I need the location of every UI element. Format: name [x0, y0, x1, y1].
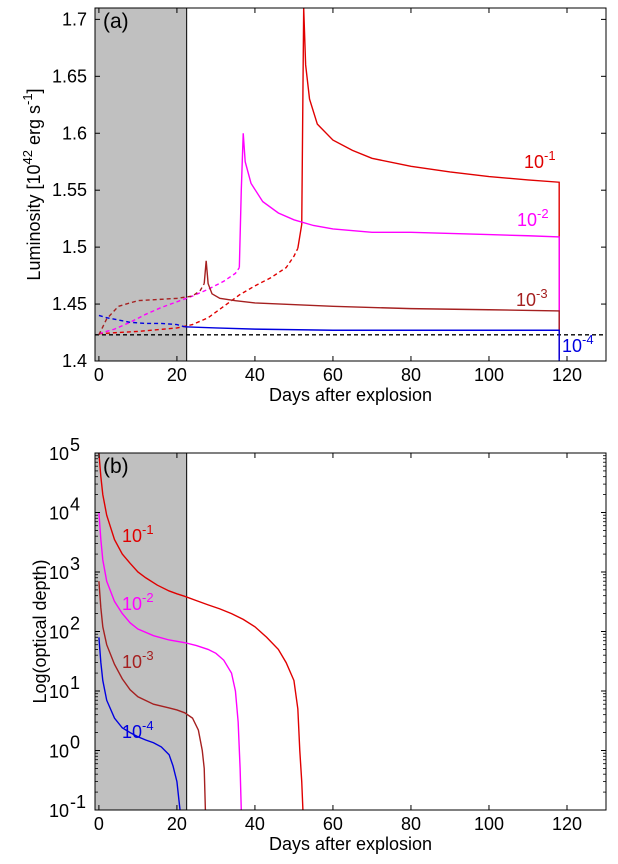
- y-tick-label: 10: [49, 742, 69, 762]
- x-axis-label: Days after explosion: [269, 834, 432, 854]
- series-1-label: 10-2: [517, 206, 549, 230]
- y-tick-exponent: 2: [70, 614, 80, 634]
- y-tick-exponent: 4: [70, 495, 80, 515]
- series-0-label: 10-1: [122, 522, 154, 546]
- series-2-line: [203, 260, 560, 359]
- y-axis-label: Log(optical depth): [30, 559, 50, 703]
- y-tick-label: 10: [49, 444, 69, 464]
- y-tick-exponent: -1: [70, 792, 86, 812]
- y-axis-label: Luminosity [1042 erg s-1]: [20, 88, 44, 280]
- x-tick-label: 60: [323, 814, 343, 834]
- x-tick-label: 20: [167, 365, 187, 385]
- y-tick-label: 1.45: [52, 294, 87, 314]
- series-0-line: [297, 8, 560, 359]
- x-tick-label: 20: [167, 814, 187, 834]
- data-lines: [95, 8, 606, 361]
- x-tick-label: 40: [245, 814, 265, 834]
- y-tick-exponent: 5: [70, 435, 80, 455]
- series-2-label: 10-3: [516, 286, 548, 310]
- data-lines: [98, 453, 304, 810]
- y-tick-label: 1.6: [62, 123, 87, 143]
- x-tick-label: 80: [401, 814, 421, 834]
- y-tick-exponent: 3: [70, 554, 80, 574]
- axes-frame: [94, 7, 607, 362]
- x-tick-label: 120: [552, 814, 582, 834]
- y-tick-label: 1.55: [52, 180, 87, 200]
- y-tick-exponent: 0: [70, 733, 80, 753]
- series-3-label: 10-4: [122, 718, 154, 742]
- series-0-line: [98, 453, 304, 810]
- x-axis-label: Days after explosion: [269, 385, 432, 405]
- y-tick-label: 10: [49, 682, 69, 702]
- series-1-dashed-line: [98, 267, 240, 335]
- y-tick-label: 1.65: [52, 66, 87, 86]
- x-tick-label: 0: [94, 365, 104, 385]
- series-2-dashed-line: [98, 283, 205, 336]
- x-tick-label: 100: [474, 814, 504, 834]
- y-tick-label: 10: [49, 801, 69, 821]
- x-tick-label: 80: [401, 365, 421, 385]
- series-2-label: 10-3: [122, 648, 154, 672]
- y-tick-label: 1.7: [62, 9, 87, 29]
- y-tick-label: 10: [49, 623, 69, 643]
- y-tick-label: 1.5: [62, 237, 87, 257]
- panel-label: (b): [103, 455, 129, 478]
- panel-a-luminosity-chart: 0 20 40 60 80 100 120 1.4 1.45 1.5 1.55 1.6 1.65 1.7 D…: [20, 7, 607, 405]
- panel-label: (a): [103, 10, 129, 33]
- x-tick-label: 100: [474, 365, 504, 385]
- y-tick-label: 10: [49, 563, 69, 583]
- y-tick-label: 1.4: [62, 351, 87, 371]
- series-3-label: 10-4: [562, 332, 594, 356]
- x-tick-label: 60: [323, 365, 343, 385]
- series-3-dashed-line: [98, 314, 185, 328]
- y-tick-exponent: 1: [70, 673, 80, 693]
- series-0-label: 10-1: [524, 148, 556, 172]
- x-tick-label: 0: [94, 814, 104, 834]
- y-tick-label: 10: [49, 504, 69, 524]
- series-1-label: 10-2: [122, 590, 154, 614]
- shaded-region: [94, 7, 188, 362]
- series-3-line: [184, 326, 560, 361]
- x-tick-label: 120: [552, 365, 582, 385]
- series-1-line: [98, 512, 242, 810]
- shaded-region: [94, 452, 188, 811]
- series-1-line: [238, 133, 560, 359]
- x-tick-label: 40: [245, 365, 265, 385]
- series-2-line: [98, 581, 207, 810]
- series-3-line: [98, 637, 181, 810]
